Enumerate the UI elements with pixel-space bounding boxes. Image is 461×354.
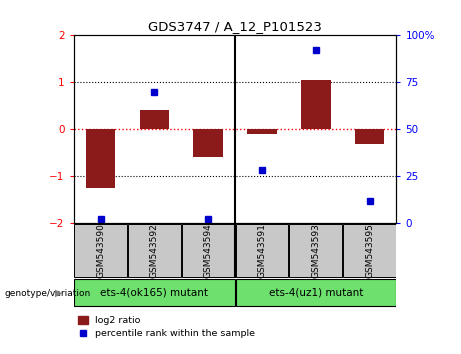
Bar: [236, 224, 289, 277]
Bar: [236, 279, 396, 307]
Text: GSM543591: GSM543591: [258, 223, 266, 278]
Text: GSM543594: GSM543594: [204, 223, 213, 278]
Text: genotype/variation: genotype/variation: [5, 289, 91, 298]
Text: GSM543592: GSM543592: [150, 223, 159, 278]
Bar: [355, 129, 384, 144]
Text: GSM543595: GSM543595: [365, 223, 374, 278]
Bar: [194, 129, 223, 157]
Bar: [74, 279, 235, 307]
Legend: log2 ratio, percentile rank within the sample: log2 ratio, percentile rank within the s…: [78, 316, 255, 338]
Bar: [74, 224, 127, 277]
Bar: [301, 80, 331, 129]
Text: ets-4(ok165) mutant: ets-4(ok165) mutant: [100, 288, 208, 298]
Bar: [86, 129, 115, 188]
Text: ets-4(uz1) mutant: ets-4(uz1) mutant: [269, 288, 363, 298]
Text: GSM543593: GSM543593: [311, 223, 320, 278]
Bar: [128, 224, 181, 277]
Bar: [182, 224, 235, 277]
Bar: [343, 224, 396, 277]
Bar: [247, 129, 277, 134]
Bar: [290, 224, 342, 277]
Title: GDS3747 / A_12_P101523: GDS3747 / A_12_P101523: [148, 20, 322, 33]
Text: ▶: ▶: [55, 288, 62, 298]
Bar: [140, 109, 169, 129]
Text: GSM543590: GSM543590: [96, 223, 105, 278]
